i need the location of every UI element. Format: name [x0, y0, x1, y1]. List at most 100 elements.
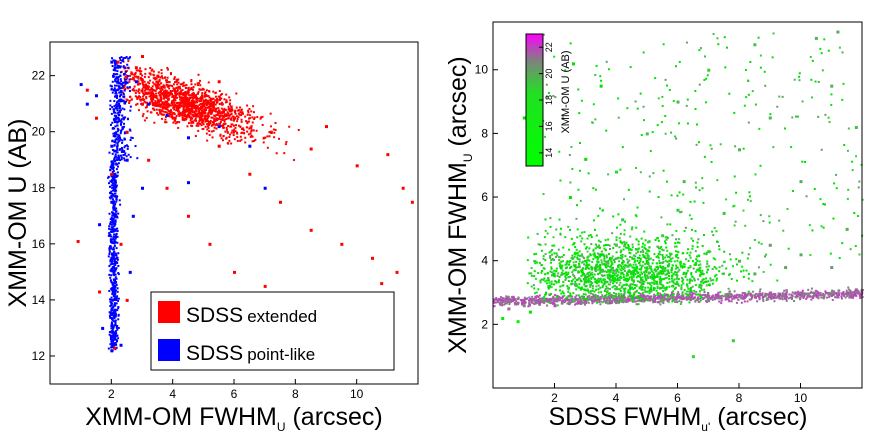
extended-point: [125, 130, 129, 134]
cloud-texture-point: [652, 282, 655, 285]
extended-texture-point: [194, 94, 197, 97]
cloud-texture-point: [608, 258, 611, 261]
pointlike-point: [85, 102, 89, 106]
band-texture-point: [591, 302, 594, 305]
pointlike-texture-point: [116, 309, 119, 312]
extended-texture-point: [261, 115, 264, 118]
extended-texture-point: [174, 122, 177, 125]
cloud-texture-point: [689, 288, 692, 291]
extended-texture-point: [210, 124, 213, 127]
band-texture-point: [517, 296, 520, 299]
band-texture-point: [511, 297, 514, 300]
extended-texture-point: [209, 119, 212, 122]
cloud-texture-point: [677, 283, 680, 286]
cloud-texture-point: [630, 275, 633, 278]
cloud-texture-point: [684, 292, 687, 295]
extended-texture-point: [202, 110, 205, 113]
extended-texture-point: [137, 75, 140, 78]
extended-texture-point: [123, 86, 126, 89]
pointlike-texture-point: [113, 87, 116, 90]
cloud-texture-point: [614, 284, 617, 287]
pointlike-texture-point: [113, 84, 116, 87]
band-texture-point: [663, 295, 666, 298]
cloud-texture-point: [741, 265, 744, 268]
cloud-texture-point: [593, 294, 596, 297]
band-texture-point: [509, 299, 512, 302]
extended-texture-point: [141, 88, 144, 91]
cloud-texture-point: [605, 254, 608, 257]
band-texture-point: [569, 302, 572, 305]
pointlike-texture-point: [117, 299, 120, 302]
pointlike-texture-point: [115, 168, 118, 171]
cloud-texture-point: [672, 272, 675, 275]
extended-texture-point: [131, 89, 134, 92]
cloud-texture-point: [661, 300, 664, 303]
pointlike-texture-point: [113, 60, 116, 63]
cloud-texture-point: [543, 277, 546, 280]
pointlike-texture-point: [111, 211, 114, 214]
band-texture-point: [522, 301, 525, 304]
cloud-texture-point: [637, 272, 640, 275]
pointlike-texture-point: [113, 159, 116, 162]
legend-label-extended: SDSS extended: [186, 304, 317, 327]
cloud-texture-point: [693, 277, 696, 280]
extended-texture-point: [192, 91, 195, 94]
band-texture-point: [618, 299, 621, 302]
cloud-texture-point: [634, 263, 637, 266]
band-texture-point: [502, 299, 505, 302]
cloud-texture-point: [567, 288, 570, 291]
pointlike-texture-point: [114, 111, 117, 114]
extended-texture-point: [216, 112, 219, 115]
cloud-texture-point: [584, 264, 587, 267]
cloud-texture-point: [669, 258, 672, 261]
cloud-texture-point: [644, 270, 647, 273]
extended-texture-point: [167, 99, 170, 102]
cloud-texture-point: [593, 266, 596, 269]
extended-texture-point: [184, 115, 187, 118]
pointlike-texture-point: [116, 109, 119, 112]
cloud-texture-point: [690, 289, 693, 292]
extended-texture-point: [160, 75, 163, 78]
band-texture-point: [603, 298, 606, 301]
pointlike-texture-point: [111, 74, 114, 77]
cloud-texture-point: [657, 247, 660, 250]
cloud-texture-point: [608, 253, 611, 256]
extended-texture-point: [134, 71, 137, 74]
band-texture-point: [807, 295, 810, 298]
extended-point: [156, 74, 160, 78]
band-texture-point: [625, 298, 628, 301]
extended-texture-point: [199, 102, 202, 105]
cloud-texture-point: [662, 272, 665, 275]
pointlike-texture-point: [111, 286, 114, 289]
pointlike-texture-point: [116, 295, 119, 298]
pointlike-texture-point: [115, 340, 118, 343]
cloud-texture-point: [644, 278, 647, 281]
pointlike-texture-point: [113, 200, 116, 203]
cloud-texture-point: [624, 255, 627, 258]
extended-texture-point: [181, 116, 184, 119]
cloud-texture-point: [544, 273, 547, 276]
extended-texture-point: [164, 94, 167, 97]
band-texture-point: [531, 295, 534, 298]
band-texture-point: [718, 296, 721, 299]
pointlike-texture-point: [118, 114, 121, 117]
cloud-texture-point: [735, 258, 738, 261]
band-texture-point: [664, 294, 667, 297]
pointlike-texture-point: [110, 322, 113, 325]
cloud-texture-point: [661, 268, 664, 271]
band-texture-point: [773, 300, 776, 303]
extended-texture-point: [169, 90, 172, 93]
cloud-texture-point: [536, 261, 539, 264]
extended-texture-point: [169, 104, 172, 107]
cloud-texture-point: [619, 257, 622, 260]
pointlike-texture-point: [111, 180, 114, 183]
extended-texture-point: [222, 124, 225, 127]
pointlike-point: [101, 326, 105, 330]
extended-texture-point: [195, 98, 198, 101]
extended-texture-point: [151, 95, 154, 98]
cloud-texture-point: [615, 281, 618, 284]
band-texture-point: [553, 300, 556, 303]
pointlike-texture-point: [114, 60, 117, 63]
extended-texture-point: [215, 107, 218, 110]
